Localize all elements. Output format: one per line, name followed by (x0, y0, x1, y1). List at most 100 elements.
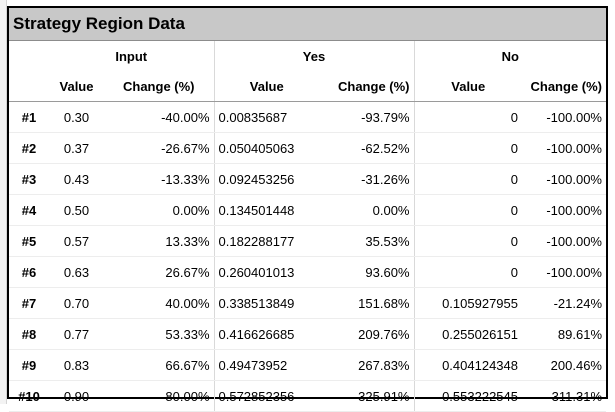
group-header-row: Input Yes No (9, 41, 606, 71)
cell-input-change[interactable]: -26.67% (104, 132, 214, 164)
cell-input-change[interactable]: 13.33% (104, 225, 214, 257)
cell-input-value[interactable]: 0.50 (49, 194, 104, 226)
cell-no-change[interactable]: 200.46% (522, 349, 606, 381)
cell-input-value[interactable]: 0.77 (49, 318, 104, 350)
cell-input-value[interactable]: 0.30 (49, 101, 104, 133)
cell-yes-change[interactable]: 209.76% (319, 318, 414, 350)
cell-input-value[interactable]: 0.83 (49, 349, 104, 381)
cell-input-value[interactable]: 0.43 (49, 163, 104, 195)
cell-yes-change[interactable]: 325.91% (319, 380, 414, 412)
cell-input-change[interactable]: -40.00% (104, 101, 214, 133)
cell-yes-value[interactable]: 0.572852356 (213, 380, 319, 412)
cell-yes-value[interactable]: 0.260401013 (213, 256, 319, 288)
subheader-no-change[interactable]: Change (%) (522, 71, 606, 102)
cell-yes-value[interactable]: 0.182288177 (213, 225, 319, 257)
cell-input-change[interactable]: 26.67% (104, 256, 214, 288)
table-row: #5 0.57 13.33% 0.182288177 35.53% 0 -100.00% (9, 225, 606, 257)
cell-no-value[interactable]: 0.105927955 (413, 287, 522, 319)
cell-no-value[interactable]: 0 (413, 132, 522, 164)
cell-no-change[interactable]: -100.00% (522, 132, 606, 164)
cell-yes-value[interactable]: 0.416626685 (213, 318, 319, 350)
table-row: #2 0.37 -26.67% 0.050405063 -62.52% 0 -100.00% (9, 132, 606, 164)
cell-no-value[interactable]: 0 (413, 163, 522, 195)
row-label[interactable]: #9 (9, 349, 49, 381)
title-bar: Strategy Region Data (9, 8, 606, 41)
cell-yes-value[interactable]: 0.050405063 (213, 132, 319, 164)
cell-yes-change[interactable]: -93.79% (319, 101, 414, 133)
table-title: Strategy Region Data (13, 14, 185, 33)
cell-no-change[interactable]: 311.31% (522, 380, 606, 412)
cell-yes-change[interactable]: 151.68% (319, 287, 414, 319)
cell-no-change[interactable]: -21.24% (522, 287, 606, 319)
table-row: #1 0.30 -40.00% 0.00835687 -93.79% 0 -100.00% (9, 101, 606, 133)
cell-no-change[interactable]: -100.00% (522, 101, 606, 133)
cell-no-change[interactable]: -100.00% (522, 163, 606, 195)
table-row: #4 0.50 0.00% 0.134501448 0.00% 0 -100.00% (9, 194, 606, 226)
row-label[interactable]: #6 (9, 256, 49, 288)
table-row: #8 0.77 53.33% 0.416626685 209.76% 0.25502615… (9, 318, 606, 350)
cell-yes-change[interactable]: 0.00% (319, 194, 414, 226)
cell-no-value[interactable]: 0.255026151 (413, 318, 522, 350)
row-label[interactable]: #5 (9, 225, 49, 257)
cell-no-value[interactable]: 0 (413, 225, 522, 257)
row-label[interactable]: #3 (9, 163, 49, 195)
cell-input-change[interactable]: 0.00% (104, 194, 214, 226)
cell-yes-value[interactable]: 0.00835687 (213, 101, 319, 133)
cell-yes-value[interactable]: 0.134501448 (213, 194, 319, 226)
subheader-yes-value[interactable]: Value (213, 71, 319, 102)
sub-header-row: Value Change (%) Value Change (%) Value … (9, 71, 606, 102)
cell-no-value[interactable]: 0.553222545 (413, 380, 522, 412)
cell-yes-change[interactable]: 267.83% (319, 349, 414, 381)
cell-no-change[interactable]: -100.00% (522, 256, 606, 288)
row-label[interactable]: #10 (9, 380, 49, 412)
data-table-frame: Strategy Region Data Input Yes No Value (7, 6, 608, 412)
row-label[interactable]: #7 (9, 287, 49, 319)
table-row: #10 0.90 80.00% 0.572852356 325.91% 0.5532225… (9, 380, 606, 412)
cell-yes-change[interactable]: -62.52% (319, 132, 414, 164)
row-label[interactable]: #4 (9, 194, 49, 226)
cell-yes-value[interactable]: 0.49473952 (213, 349, 319, 381)
cell-yes-change[interactable]: 35.53% (319, 225, 414, 257)
row-label[interactable]: #2 (9, 132, 49, 164)
cell-input-change[interactable]: 40.00% (104, 287, 214, 319)
table-row: #3 0.43 -13.33% 0.092453256 -31.26% 0 -100.00% (9, 163, 606, 195)
table-row: #7 0.70 40.00% 0.338513849 151.68% 0.10592795… (9, 287, 606, 319)
row-header-strip (0, 0, 7, 404)
cell-no-change[interactable]: -100.00% (522, 194, 606, 226)
corner-cell (9, 71, 49, 102)
cell-yes-value[interactable]: 0.338513849 (213, 287, 319, 319)
cell-yes-value[interactable]: 0.092453256 (213, 163, 319, 195)
cell-input-value[interactable]: 0.63 (49, 256, 104, 288)
table-row: #6 0.63 26.67% 0.260401013 93.60% 0 -100.00% (9, 256, 606, 288)
cell-input-value[interactable]: 0.90 (49, 380, 104, 412)
row-label[interactable]: #8 (9, 318, 49, 350)
corner-cell (9, 41, 49, 71)
cell-no-value[interactable]: 0 (413, 256, 522, 288)
subheader-no-value[interactable]: Value (413, 71, 522, 102)
table-row: #9 0.83 66.67% 0.49473952 267.83% 0.404124348… (9, 349, 606, 381)
group-header-yes[interactable]: Yes (213, 41, 414, 71)
group-header-input[interactable]: Input (115, 48, 148, 64)
subheader-input-value[interactable]: Value (49, 71, 104, 102)
row-label[interactable]: #1 (9, 101, 49, 133)
cell-yes-change[interactable]: -31.26% (319, 163, 414, 195)
cell-no-value[interactable]: 0.404124348 (413, 349, 522, 381)
group-header-no[interactable]: No (413, 41, 606, 71)
strategy-table: Input Yes No Value Change (%) Value Chan… (9, 41, 606, 412)
cell-yes-change[interactable]: 93.60% (319, 256, 414, 288)
cell-input-value[interactable]: 0.57 (49, 225, 104, 257)
cell-input-change[interactable]: 66.67% (104, 349, 214, 381)
cell-input-change[interactable]: 53.33% (104, 318, 214, 350)
cell-input-value[interactable]: 0.70 (49, 287, 104, 319)
cell-no-value[interactable]: 0 (413, 194, 522, 226)
cell-no-change[interactable]: 89.61% (522, 318, 606, 350)
table-body: #1 0.30 -40.00% 0.00835687 -93.79% 0 -100.00% #… (9, 101, 606, 412)
subheader-yes-change[interactable]: Change (%) (319, 71, 414, 102)
cell-no-value[interactable]: 0 (413, 101, 522, 133)
cell-input-change[interactable]: -13.33% (104, 163, 214, 195)
cell-input-value[interactable]: 0.37 (49, 132, 104, 164)
subheader-input-change[interactable]: Change (%) (104, 71, 214, 102)
cell-input-change[interactable]: 80.00% (104, 380, 214, 412)
cell-no-change[interactable]: -100.00% (522, 225, 606, 257)
